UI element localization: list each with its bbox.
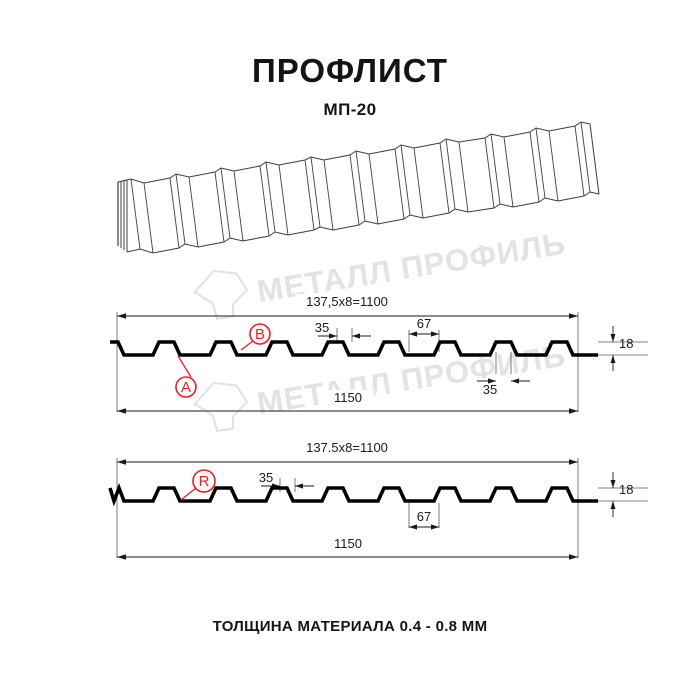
dimension-height-18-bottom: 18 — [598, 472, 648, 517]
watermark-logo-icon — [193, 381, 249, 433]
dimension-valley-67-bottom: 67 — [408, 503, 440, 530]
dimension-rib-35-top-label: 35 — [315, 320, 329, 335]
footer-note: ТОЛЩИНА МАТЕРИАЛА 0.4 - 0.8 ММ — [212, 618, 488, 635]
dimension-valley-67-top-label: 67 — [417, 316, 431, 331]
title-block: ПРОФЛИСТ МП-20 — [0, 52, 700, 120]
profile-outline-a — [110, 340, 598, 357]
balloon-b: B — [240, 323, 271, 351]
watermark-logo-icon — [193, 269, 249, 321]
isometric-profile-sheet — [117, 121, 600, 254]
profile-outline-r — [108, 482, 598, 507]
balloon-r-label: R — [199, 473, 210, 490]
dimension-height-18-top: 18 — [598, 326, 648, 371]
dimension-rib-35-top: 35 — [315, 320, 371, 342]
balloon-a: A — [175, 355, 197, 398]
dimension-valley-67-top: 67 — [408, 316, 440, 352]
balloon-r: R — [180, 469, 216, 501]
page-title: ПРОФЛИСТ — [252, 52, 448, 89]
section-view-a: 137,5x8=1100 1150 35 67 — [110, 294, 648, 414]
page-subtitle: МП-20 — [323, 100, 377, 119]
dimension-pitch-top: 137,5x8=1100 — [117, 294, 578, 319]
dimension-height-18-top-label: 18 — [619, 336, 633, 351]
dimension-pitch-bottom-label: 137.5x8=1100 — [306, 440, 388, 455]
dimension-rib-35b-top-label: 35 — [483, 382, 497, 397]
watermark-text: МЕТАЛЛ ПРОФИЛЬ — [255, 338, 568, 421]
dimension-rib-35-bottom-label: 35 — [259, 470, 273, 485]
dimension-pitch-top-label: 137,5x8=1100 — [306, 294, 388, 309]
balloon-a-label: A — [181, 379, 191, 396]
dimension-height-18-bottom-label: 18 — [619, 482, 633, 497]
section-view-r: 137.5x8=1100 1150 35 67 — [108, 440, 648, 560]
dimension-rib-35b-top: 35 — [477, 352, 530, 397]
dimension-total-top-label: 1150 — [334, 390, 362, 405]
dimension-total-top: 1150 — [117, 390, 578, 414]
dimension-valley-67-bottom-label: 67 — [417, 509, 431, 524]
dimension-total-bottom-label: 1150 — [334, 536, 362, 551]
dimension-total-bottom: 1150 — [117, 536, 578, 560]
balloon-b-label: B — [255, 326, 265, 343]
dimension-pitch-bottom: 137.5x8=1100 — [117, 440, 578, 465]
